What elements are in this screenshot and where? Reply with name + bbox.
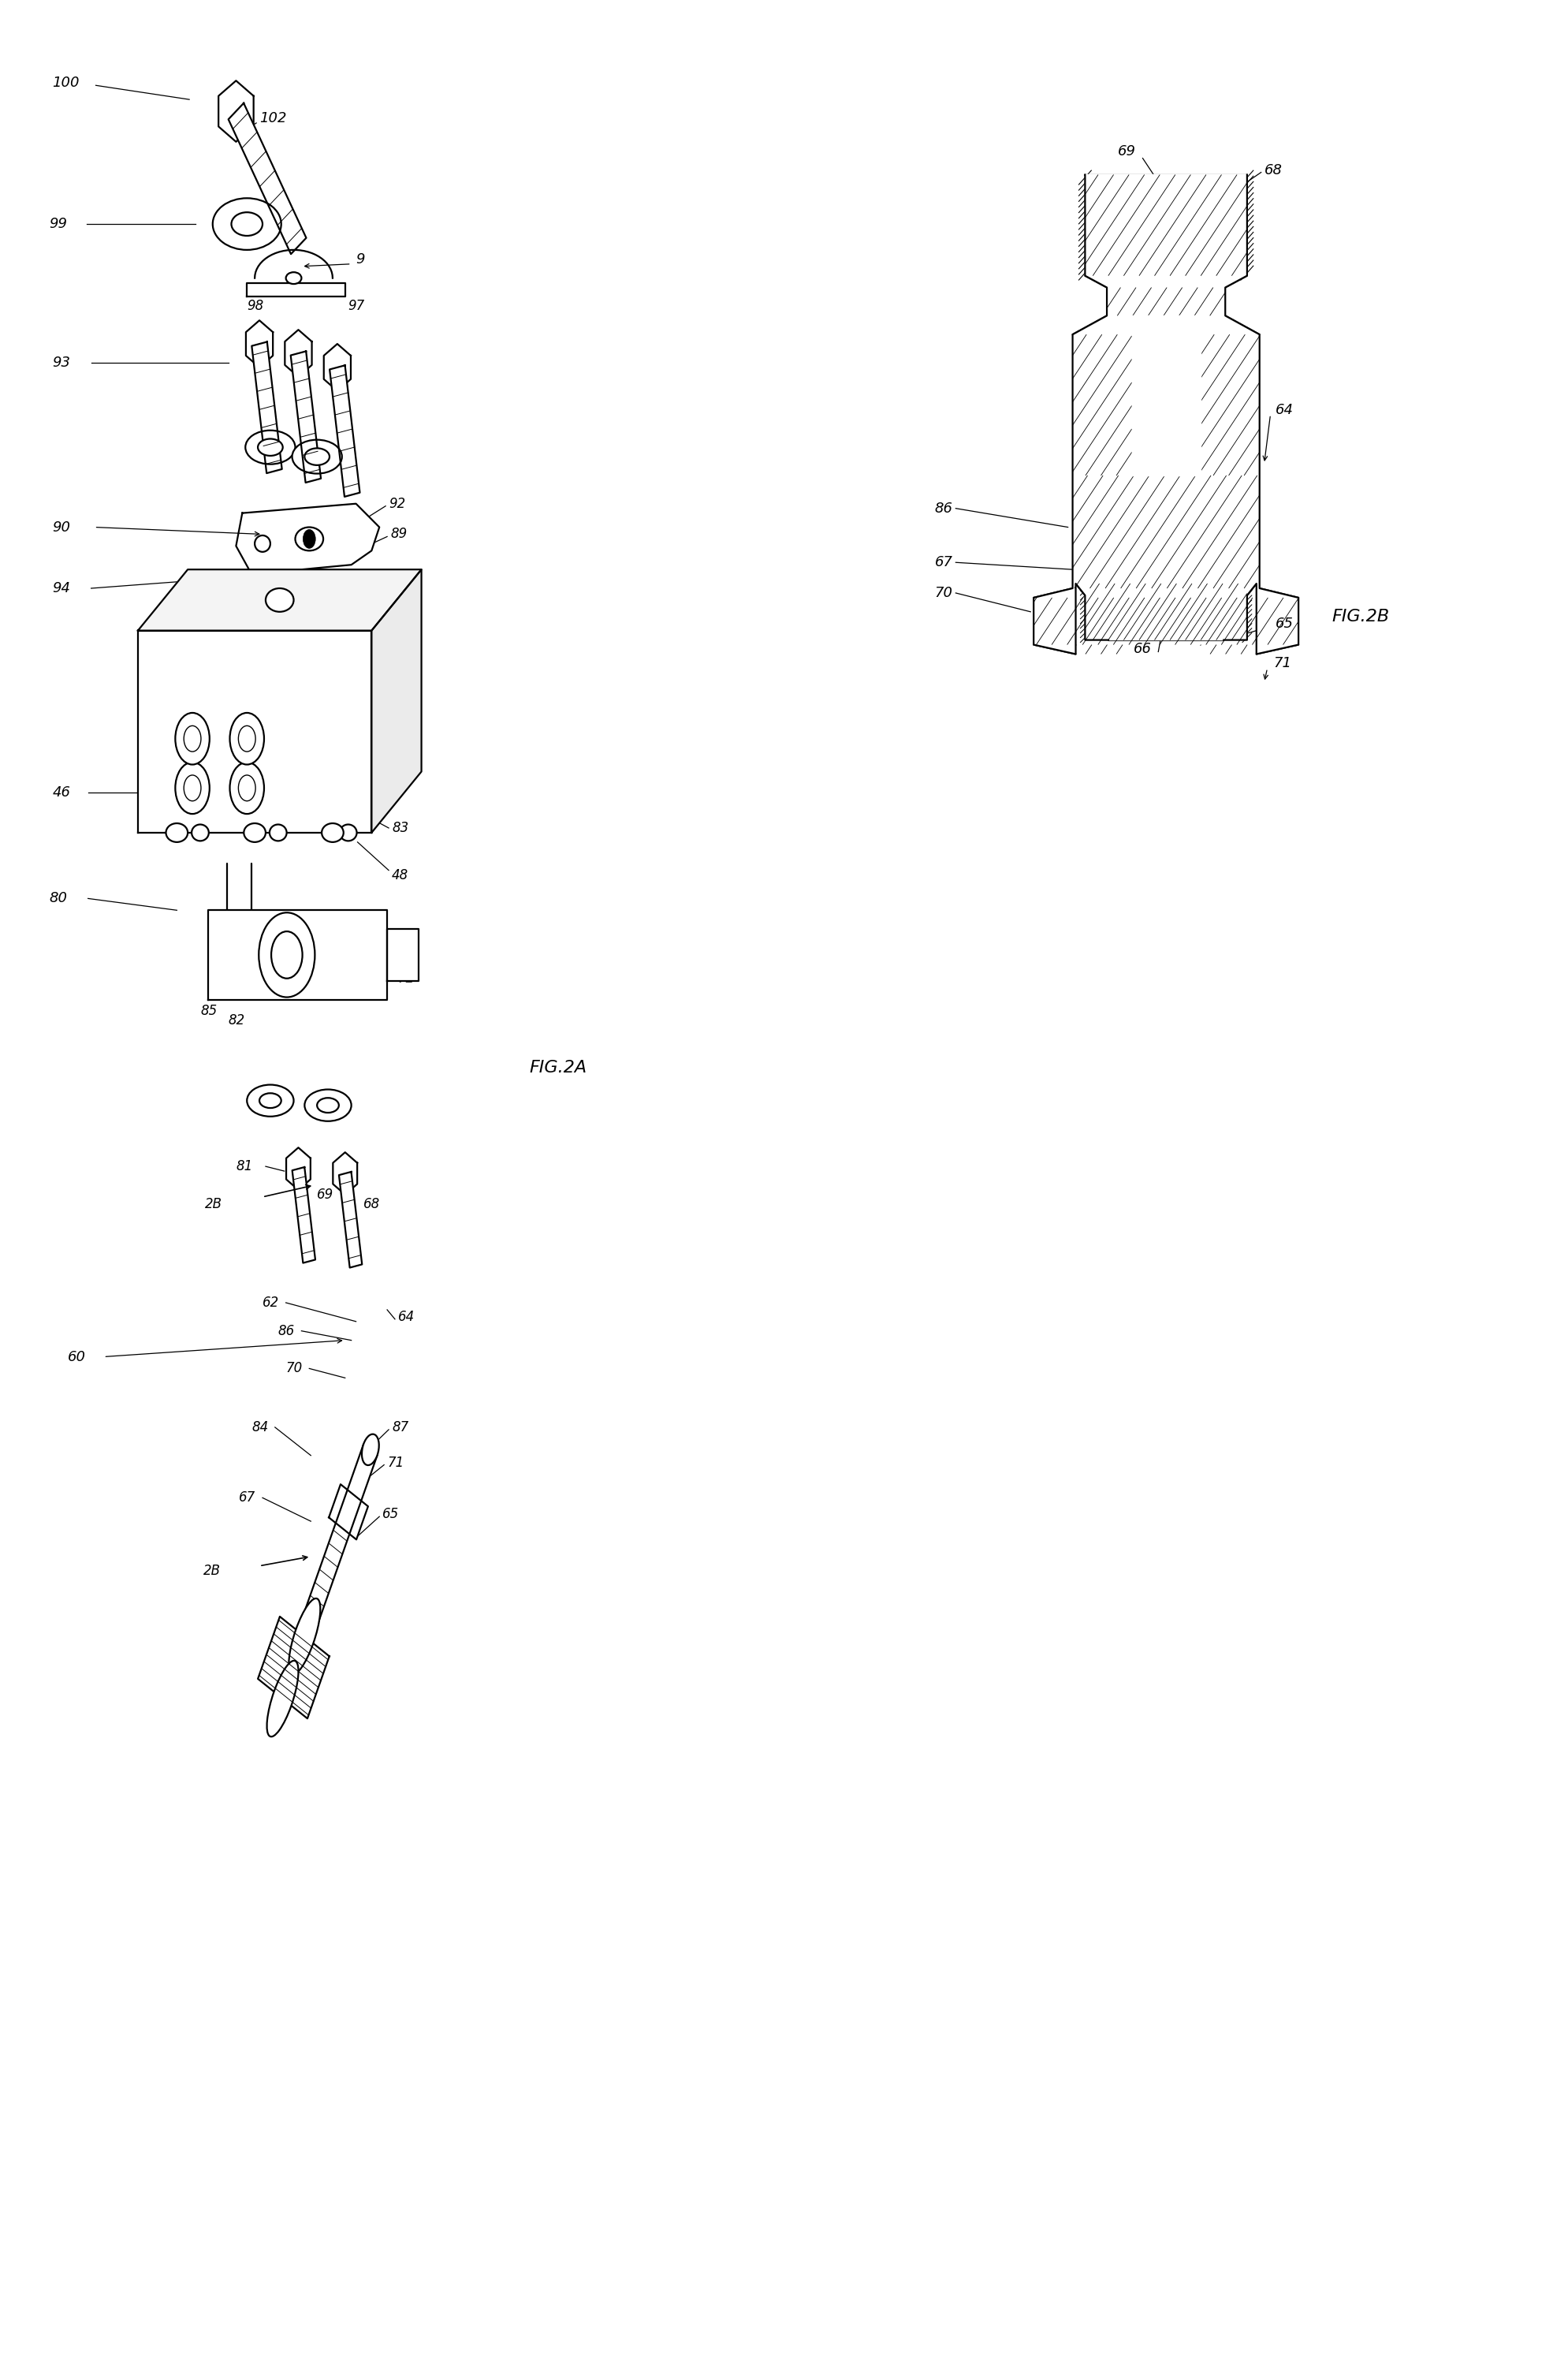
Ellipse shape: [229, 713, 263, 765]
Polygon shape: [387, 928, 419, 980]
Text: 86: 86: [278, 1325, 295, 1339]
Polygon shape: [138, 569, 422, 630]
Ellipse shape: [238, 774, 256, 800]
Ellipse shape: [183, 774, 201, 800]
Text: 9: 9: [356, 253, 365, 267]
Text: 89: 89: [390, 527, 406, 541]
Text: 70: 70: [285, 1362, 303, 1376]
Ellipse shape: [339, 824, 356, 841]
Polygon shape: [298, 1445, 376, 1641]
Text: 71: 71: [1273, 656, 1290, 671]
Polygon shape: [235, 503, 379, 574]
Text: 64: 64: [1275, 404, 1292, 418]
Circle shape: [259, 914, 315, 996]
Ellipse shape: [176, 763, 210, 815]
Text: 99: 99: [49, 217, 67, 231]
Circle shape: [303, 529, 315, 548]
Text: 92: 92: [389, 496, 405, 510]
Text: 98: 98: [246, 300, 263, 314]
Text: 60: 60: [67, 1350, 86, 1365]
Text: 94: 94: [52, 581, 71, 595]
Ellipse shape: [183, 725, 201, 751]
Ellipse shape: [285, 272, 301, 283]
Text: 71: 71: [387, 1454, 403, 1469]
Polygon shape: [329, 366, 359, 496]
Polygon shape: [209, 911, 387, 999]
Ellipse shape: [270, 824, 287, 841]
Text: 46: 46: [52, 786, 71, 800]
Polygon shape: [251, 342, 282, 472]
Ellipse shape: [304, 1088, 351, 1121]
Ellipse shape: [267, 1660, 298, 1738]
Text: 65: 65: [1275, 616, 1292, 630]
Text: 48: 48: [392, 869, 408, 883]
Text: 85: 85: [201, 1003, 216, 1018]
Ellipse shape: [243, 824, 265, 843]
Ellipse shape: [295, 527, 323, 550]
Text: 62: 62: [262, 1296, 279, 1310]
Ellipse shape: [246, 1084, 293, 1117]
Ellipse shape: [289, 1598, 320, 1674]
Text: 67: 67: [238, 1490, 256, 1504]
Text: 69: 69: [1118, 144, 1135, 158]
Text: 68: 68: [364, 1197, 381, 1211]
Ellipse shape: [259, 1093, 281, 1107]
Text: FIG.2A: FIG.2A: [530, 1060, 586, 1077]
Text: 69: 69: [317, 1188, 334, 1202]
Text: 64: 64: [398, 1310, 414, 1325]
Ellipse shape: [304, 449, 329, 465]
Ellipse shape: [191, 824, 209, 841]
Polygon shape: [292, 1166, 315, 1263]
Text: 72: 72: [398, 970, 414, 985]
Text: 70: 70: [935, 586, 952, 600]
Text: 84: 84: [251, 1421, 268, 1435]
Polygon shape: [138, 630, 372, 833]
Ellipse shape: [213, 198, 281, 250]
Ellipse shape: [254, 536, 270, 552]
Polygon shape: [372, 569, 422, 833]
Ellipse shape: [265, 588, 293, 611]
Text: 81: 81: [235, 1159, 252, 1173]
Text: 83: 83: [392, 822, 408, 836]
Ellipse shape: [176, 713, 210, 765]
Text: 86: 86: [935, 501, 952, 515]
Text: 65: 65: [383, 1506, 398, 1520]
Polygon shape: [1033, 175, 1298, 654]
Circle shape: [271, 930, 303, 977]
Text: 80: 80: [49, 892, 67, 907]
Text: 100: 100: [52, 76, 80, 90]
Text: 82: 82: [227, 1013, 245, 1027]
Polygon shape: [229, 104, 306, 255]
Ellipse shape: [245, 430, 295, 465]
Ellipse shape: [257, 439, 282, 456]
Text: 67: 67: [935, 555, 952, 569]
Ellipse shape: [230, 212, 262, 236]
Text: 78: 78: [209, 942, 224, 956]
Ellipse shape: [166, 824, 188, 843]
Polygon shape: [329, 1485, 368, 1539]
Polygon shape: [257, 1617, 329, 1719]
Ellipse shape: [238, 725, 256, 751]
Text: FIG.2B: FIG.2B: [1331, 609, 1389, 623]
Text: 93: 93: [52, 357, 71, 371]
Text: 97: 97: [348, 300, 365, 314]
Text: 68: 68: [1264, 163, 1281, 177]
Polygon shape: [246, 283, 345, 297]
Polygon shape: [339, 1171, 362, 1268]
Ellipse shape: [321, 824, 343, 843]
Polygon shape: [290, 352, 321, 482]
Text: 2B: 2B: [205, 1197, 223, 1211]
Polygon shape: [1131, 316, 1200, 475]
Ellipse shape: [292, 439, 342, 475]
Text: 66: 66: [1134, 642, 1151, 656]
Ellipse shape: [317, 1098, 339, 1112]
Text: 2B: 2B: [204, 1563, 221, 1577]
Ellipse shape: [229, 763, 263, 815]
Text: 90: 90: [52, 519, 71, 534]
Text: 74: 74: [241, 956, 259, 970]
Ellipse shape: [362, 1433, 379, 1466]
Text: 102: 102: [259, 111, 287, 125]
Text: 87: 87: [392, 1421, 408, 1435]
